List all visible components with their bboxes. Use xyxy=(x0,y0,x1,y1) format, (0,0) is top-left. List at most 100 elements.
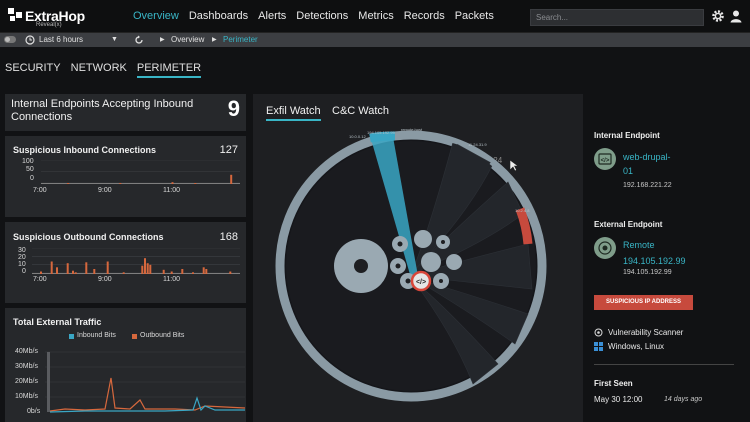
gear-icon[interactable] xyxy=(711,9,725,23)
app-subname: Reveal(x) xyxy=(36,22,62,28)
traffic-gridlines xyxy=(45,351,245,398)
grid xyxy=(41,160,240,184)
breadcrumb-perimeter[interactable]: Perimeter xyxy=(223,35,258,44)
inbound-line xyxy=(49,396,245,413)
svg-text:10.0.0.12: 10.0.0.12 xyxy=(349,134,366,139)
traffic-ytick: 10Mb/s xyxy=(15,393,38,400)
selected-node[interactable] xyxy=(410,270,432,292)
chart-bar xyxy=(192,272,194,274)
nav-alerts[interactable]: Alerts xyxy=(258,10,287,22)
outbound-ytick: 20 xyxy=(18,254,26,261)
chart-bar xyxy=(66,263,69,274)
chevron-down-icon[interactable]: ▼ xyxy=(111,36,118,43)
chart-bar xyxy=(74,272,77,274)
chart-bar xyxy=(106,261,109,274)
outbound-ytick: 30 xyxy=(18,247,26,254)
toggle-switch[interactable] xyxy=(4,36,16,43)
legend-outbound: Outbound Bits xyxy=(140,332,185,339)
top-bar: ExtraHop Reveal(x) Overview Dashboards A… xyxy=(0,0,750,33)
nav-detections[interactable]: Detections xyxy=(296,10,349,22)
tab-cc-watch[interactable]: C&C Watch xyxy=(332,105,390,117)
chart-bar xyxy=(119,183,122,184)
external-endpoint-link-2[interactable]: 194.105.192.99 xyxy=(623,256,686,266)
inbound-xtick: 9:00 xyxy=(98,187,112,194)
inbound-title: Suspicious Inbound Connections xyxy=(13,145,156,155)
time-range-selector[interactable]: Last 6 hours xyxy=(39,35,84,44)
scanner-icon xyxy=(594,328,603,337)
tab-security[interactable]: SECURITY xyxy=(5,62,61,74)
outbound-xtick: 9:00 xyxy=(98,276,112,283)
breadcrumb-overview[interactable]: Overview xyxy=(171,35,205,44)
inbound-xtick: 11:00 xyxy=(163,187,180,194)
svg-text:10.2.4.8: 10.2.4.8 xyxy=(515,208,530,213)
main-nav: Overview Dashboards Alerts Detections Me… xyxy=(128,0,499,33)
chart-bar xyxy=(149,264,152,274)
first-seen-date: May 30 12:00 xyxy=(594,395,643,404)
chart-bar xyxy=(141,265,144,274)
inbound-ytick: 0 xyxy=(30,175,34,182)
nav-packets[interactable]: Packets xyxy=(454,10,494,22)
chart-bar xyxy=(146,263,149,274)
chart-bar xyxy=(170,271,173,274)
internal-endpoint-icon: </> xyxy=(594,148,616,170)
traffic-chart xyxy=(45,351,245,413)
inbound-card: Suspicious Inbound Connections 127 100 5… xyxy=(5,136,246,217)
refresh-icon[interactable] xyxy=(134,35,144,45)
tab-perimeter[interactable]: PERIMETER xyxy=(136,62,202,78)
inbound-ytick: 100 xyxy=(22,158,34,165)
internal-endpoint-link[interactable]: web-drupal- xyxy=(623,152,671,162)
nav-records[interactable]: Records xyxy=(403,10,445,22)
chart-bar xyxy=(230,174,233,184)
inbound-chart xyxy=(41,160,240,184)
tab-network[interactable]: NETWORK xyxy=(70,62,127,74)
outbound-title: Suspicious Outbound Connections xyxy=(13,232,164,242)
legend-swatch-outbound xyxy=(132,334,137,339)
internal-endpoint-ip: 192.168.221.22 xyxy=(623,182,672,189)
clock-icon xyxy=(25,35,35,45)
outbound-card: Suspicious Outbound Connections 168 30 2… xyxy=(5,222,246,303)
outbound-xtick: 7:00 xyxy=(33,276,47,283)
internal-endpoint-link-2[interactable]: 01 xyxy=(623,166,634,176)
vulnerability-scanner-label: Vulnerability Scanner xyxy=(608,328,684,337)
large-node-center xyxy=(354,259,368,273)
chart-bar xyxy=(194,183,197,184)
extrahop-logo[interactable]: ExtraHop Reveal(x) xyxy=(8,6,118,28)
chart-bar xyxy=(122,272,125,274)
search-input[interactable] xyxy=(530,9,704,26)
code-icon: </> xyxy=(598,153,612,165)
exfil-diagram: 10.0.0.12 194.105.192.99 remote.host 11.… xyxy=(275,127,547,402)
suspicious-ip-badge[interactable]: SUSPICIOUS IP ADDRESS xyxy=(594,295,693,310)
chart-bar xyxy=(72,270,74,274)
selected-arc xyxy=(369,131,396,143)
outbound-ytick: 0 xyxy=(22,268,26,275)
tick-labels: 10.0.0.12 194.105.192.99 remote.host 11.… xyxy=(349,127,530,213)
svg-text:11.24.31.9: 11.24.31.9 xyxy=(468,142,487,147)
chart-bar xyxy=(56,267,58,274)
chart-bar xyxy=(40,271,42,274)
inbound-ytick: 50 xyxy=(26,166,34,173)
svg-text:remote.host: remote.host xyxy=(401,127,423,132)
traffic-ytick: 20Mb/s xyxy=(15,378,38,385)
chart-bar xyxy=(67,183,70,184)
alert-arc xyxy=(515,207,533,245)
external-endpoint-icon xyxy=(594,237,616,259)
nav-overview[interactable]: Overview xyxy=(133,10,179,22)
traffic-title: Total External Traffic xyxy=(13,317,102,327)
os-label: Windows, Linux xyxy=(608,342,665,351)
small-nodes xyxy=(390,230,462,289)
tab-exfil-watch[interactable]: Exfil Watch xyxy=(266,105,321,121)
crumb-arrow-icon: ▶ xyxy=(212,37,217,43)
dashboard-tabs: SECURITY NETWORK PERIMETER xyxy=(5,62,202,78)
endpoints-title: Internal Endpoints Accepting Inbound Con… xyxy=(11,98,194,123)
external-endpoint-link[interactable]: Remote xyxy=(623,240,655,250)
nav-metrics[interactable]: Metrics xyxy=(358,10,394,22)
legend-swatch-inbound xyxy=(69,334,74,339)
arc-ticks xyxy=(402,132,507,176)
first-seen-title: First Seen xyxy=(594,379,633,388)
outbound-count: 168 xyxy=(219,231,238,243)
user-icon[interactable] xyxy=(729,9,743,23)
logo-mark-icon xyxy=(8,8,22,21)
nav-dashboards[interactable]: Dashboards xyxy=(188,10,249,22)
chart-bar xyxy=(85,262,88,274)
endpoints-count: 9 xyxy=(227,96,240,121)
